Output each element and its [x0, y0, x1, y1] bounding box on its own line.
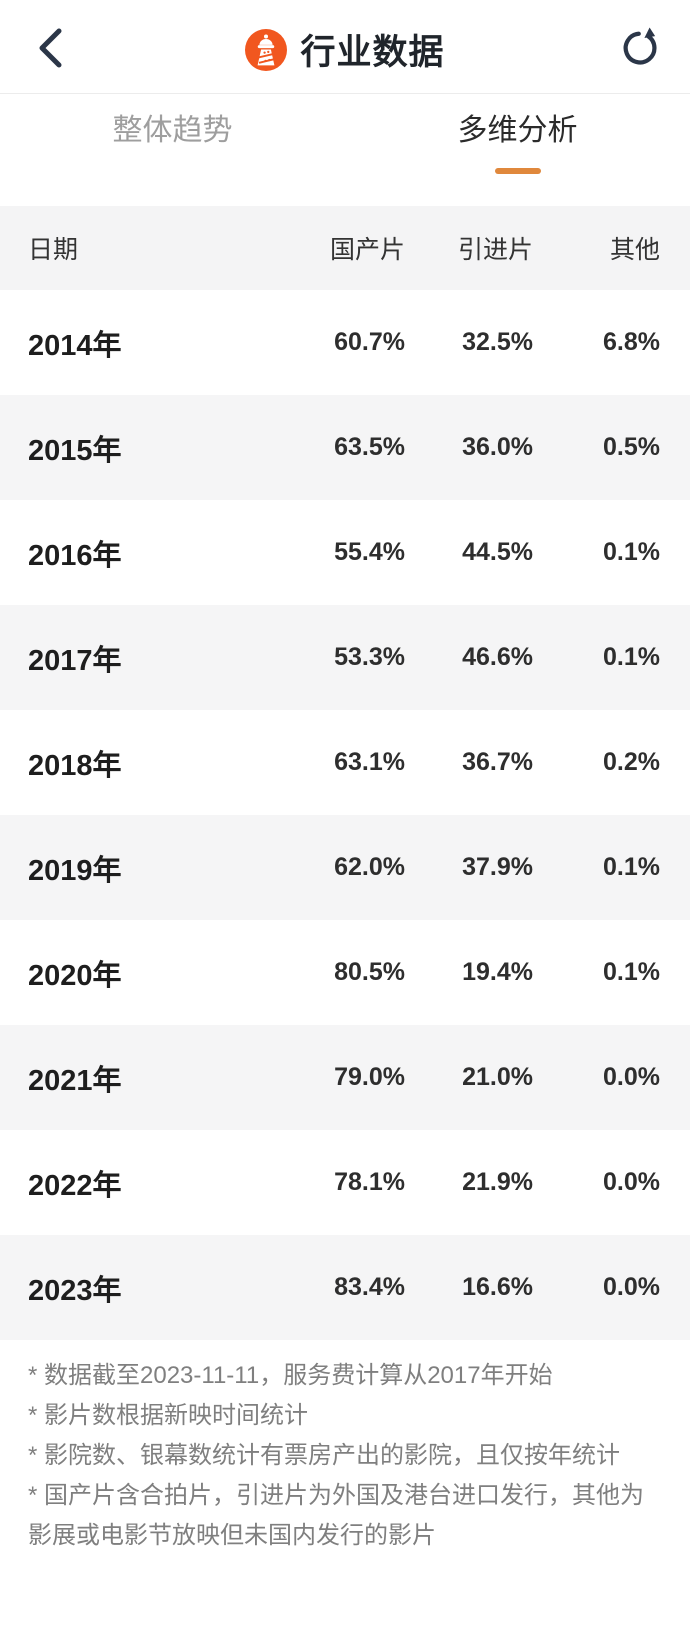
date-cell: 2016年 — [28, 539, 122, 572]
imported-cell: 37.9% — [462, 853, 533, 881]
other-cell: 0.1% — [603, 958, 660, 986]
date-cell: 2014年 — [28, 329, 122, 362]
date-cell: 2022年 — [28, 1169, 122, 1202]
column-header-domestic: 国产片 — [329, 236, 405, 264]
table-body: 2014年 60.7% 32.5% 6.8% 2015年 63.5% 36.0%… — [0, 290, 690, 1340]
other-cell: 0.0% — [603, 1168, 660, 1196]
footnote: * 数据截至2023-11-11，服务费计算从2017年开始 — [28, 1362, 553, 1389]
table-row: 2017年 53.3% 46.6% 0.1% — [0, 605, 690, 710]
date-cell: 2021年 — [28, 1064, 122, 1097]
domestic-cell: 79.0% — [334, 1063, 405, 1091]
tab-label: 整体趋势 — [112, 114, 233, 147]
page-title-group: 行业数据 — [78, 24, 612, 75]
table-row: 2022年 78.1% 21.9% 0.0% — [0, 1130, 690, 1235]
tab-label: 多维分析 — [457, 114, 578, 147]
table-header-row: 日期 国产片 引进片 其他 — [0, 206, 690, 290]
imported-cell: 36.7% — [462, 748, 533, 776]
other-cell: 0.0% — [603, 1063, 660, 1091]
date-cell: 2020年 — [28, 959, 122, 992]
footnote: * 国产片含合拍片，引进片为外国及港台进口发行，其他为影展或电影节放映但未国内发… — [28, 1482, 645, 1549]
refresh-icon — [617, 25, 663, 74]
refresh-button[interactable] — [612, 22, 668, 78]
other-cell: 0.5% — [603, 433, 660, 461]
other-cell: 0.1% — [603, 643, 660, 671]
imported-cell: 21.9% — [462, 1168, 533, 1196]
column-header-imported: 引进片 — [457, 236, 533, 264]
imported-cell: 16.6% — [462, 1273, 533, 1301]
date-cell: 2018年 — [28, 749, 122, 782]
chevron-left-icon — [35, 26, 65, 73]
tab-bar: 整体趋势 多维分析 — [0, 94, 690, 206]
tab-overall-trend[interactable]: 整体趋势 — [0, 94, 345, 206]
imported-cell: 21.0% — [462, 1063, 533, 1091]
table-row: 2019年 62.0% 37.9% 0.1% — [0, 815, 690, 920]
domestic-cell: 53.3% — [334, 643, 405, 671]
back-button[interactable] — [22, 22, 78, 78]
date-cell: 2015年 — [28, 434, 122, 467]
footnotes: * 数据截至2023-11-11，服务费计算从2017年开始 * 影片数根据新映… — [0, 1340, 690, 1556]
domestic-cell: 60.7% — [334, 328, 405, 356]
other-cell: 0.1% — [603, 853, 660, 881]
footnote: * 影片数根据新映时间统计 — [28, 1402, 309, 1429]
other-cell: 0.0% — [603, 1273, 660, 1301]
other-cell: 0.1% — [603, 538, 660, 566]
domestic-cell: 63.5% — [334, 433, 405, 461]
tab-multi-dimension[interactable]: 多维分析 — [345, 94, 690, 206]
other-cell: 0.2% — [603, 748, 660, 776]
domestic-cell: 83.4% — [334, 1273, 405, 1301]
top-bar: 行业数据 — [0, 0, 690, 94]
domestic-cell: 63.1% — [334, 748, 405, 776]
footnote: * 影院数、银幕数统计有票房产出的影院，且仅按年统计 — [28, 1442, 621, 1469]
table-row: 2014年 60.7% 32.5% 6.8% — [0, 290, 690, 395]
page-title: 行业数据 — [300, 33, 445, 72]
imported-cell: 36.0% — [462, 433, 533, 461]
column-header-other: 其他 — [609, 236, 660, 264]
date-cell: 2019年 — [28, 854, 122, 887]
table-row: 2015年 63.5% 36.0% 0.5% — [0, 395, 690, 500]
table-row: 2016年 55.4% 44.5% 0.1% — [0, 500, 690, 605]
table-row: 2020年 80.5% 19.4% 0.1% — [0, 920, 690, 1025]
active-tab-indicator — [494, 168, 541, 174]
domestic-cell: 78.1% — [334, 1168, 405, 1196]
date-cell: 2023年 — [28, 1274, 122, 1307]
other-cell: 6.8% — [603, 328, 660, 356]
date-cell: 2017年 — [28, 644, 122, 677]
domestic-cell: 80.5% — [334, 958, 405, 986]
imported-cell: 44.5% — [462, 538, 533, 566]
imported-cell: 19.4% — [462, 958, 533, 986]
beacon-app-icon — [245, 28, 288, 71]
imported-cell: 32.5% — [462, 328, 533, 356]
imported-cell: 46.6% — [462, 643, 533, 671]
table-row: 2018年 63.1% 36.7% 0.2% — [0, 710, 690, 815]
data-table: 日期 国产片 引进片 其他 2014年 60.7% 32.5% 6.8% 201… — [0, 206, 690, 1340]
column-header-date: 日期 — [28, 236, 79, 264]
domestic-cell: 55.4% — [334, 538, 405, 566]
domestic-cell: 62.0% — [334, 853, 405, 881]
table-row: 2021年 79.0% 21.0% 0.0% — [0, 1025, 690, 1130]
table-row: 2023年 83.4% 16.6% 0.0% — [0, 1235, 690, 1340]
